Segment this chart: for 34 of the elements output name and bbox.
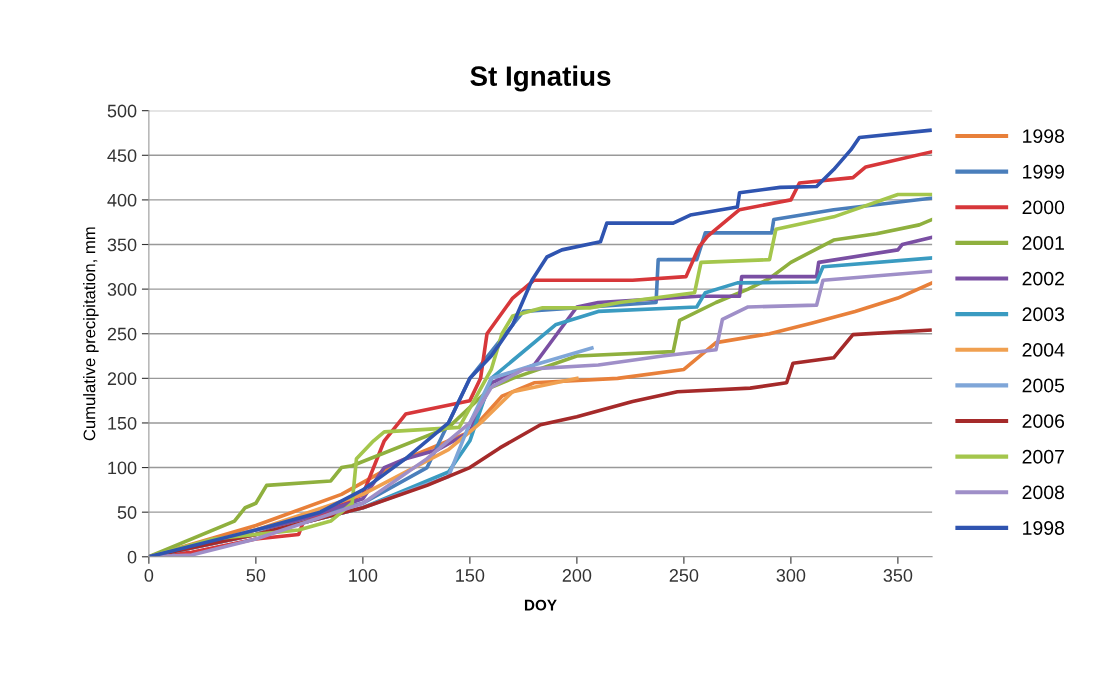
legend-label: 2002 <box>1022 271 1064 286</box>
x-tick-label: 0 <box>144 569 154 582</box>
y-tick-label: 0 <box>127 550 137 564</box>
x-tick-label: 50 <box>246 569 266 582</box>
legend-label: 2001 <box>1022 236 1064 250</box>
x-tick-label: 200 <box>562 569 592 582</box>
y-tick-label: 50 <box>117 506 137 519</box>
legend-label: 2007 <box>1022 449 1064 464</box>
x-tick-label: 150 <box>456 569 485 582</box>
legend-label: 2000 <box>1022 200 1065 215</box>
y-tick-label: 100 <box>108 461 137 475</box>
x-tick-label: 250 <box>669 569 699 582</box>
x-tick-label: 300 <box>776 569 806 582</box>
legend-label: 2005 <box>1022 378 1065 393</box>
x-tick-label: 100 <box>349 569 378 582</box>
y-tick-label: 400 <box>107 193 137 207</box>
y-tick-label: 450 <box>107 149 137 163</box>
y-tick-label: 250 <box>107 327 137 341</box>
y-tick-label: 150 <box>108 416 137 430</box>
y-tick-label: 350 <box>107 238 137 252</box>
y-axis-title: Cumulative precipitation, mm <box>83 227 99 441</box>
legend-label: 1998 <box>1023 521 1065 535</box>
y-tick-label: 500 <box>107 104 137 118</box>
x-axis-title: DOY <box>524 599 557 611</box>
chart-title: St Ignatius <box>470 65 611 92</box>
x-tick-label: 350 <box>883 569 913 582</box>
legend-label: 2003 <box>1022 307 1065 322</box>
y-tick-label: 200 <box>107 372 137 386</box>
y-tick-label: 300 <box>107 283 137 296</box>
legend-label: 1998 <box>1023 129 1065 144</box>
legend-label: 2004 <box>1022 342 1065 357</box>
legend-label: 2006 <box>1022 414 1065 429</box>
legend-label: 2008 <box>1022 485 1065 500</box>
legend-label: 1999 <box>1023 164 1064 179</box>
